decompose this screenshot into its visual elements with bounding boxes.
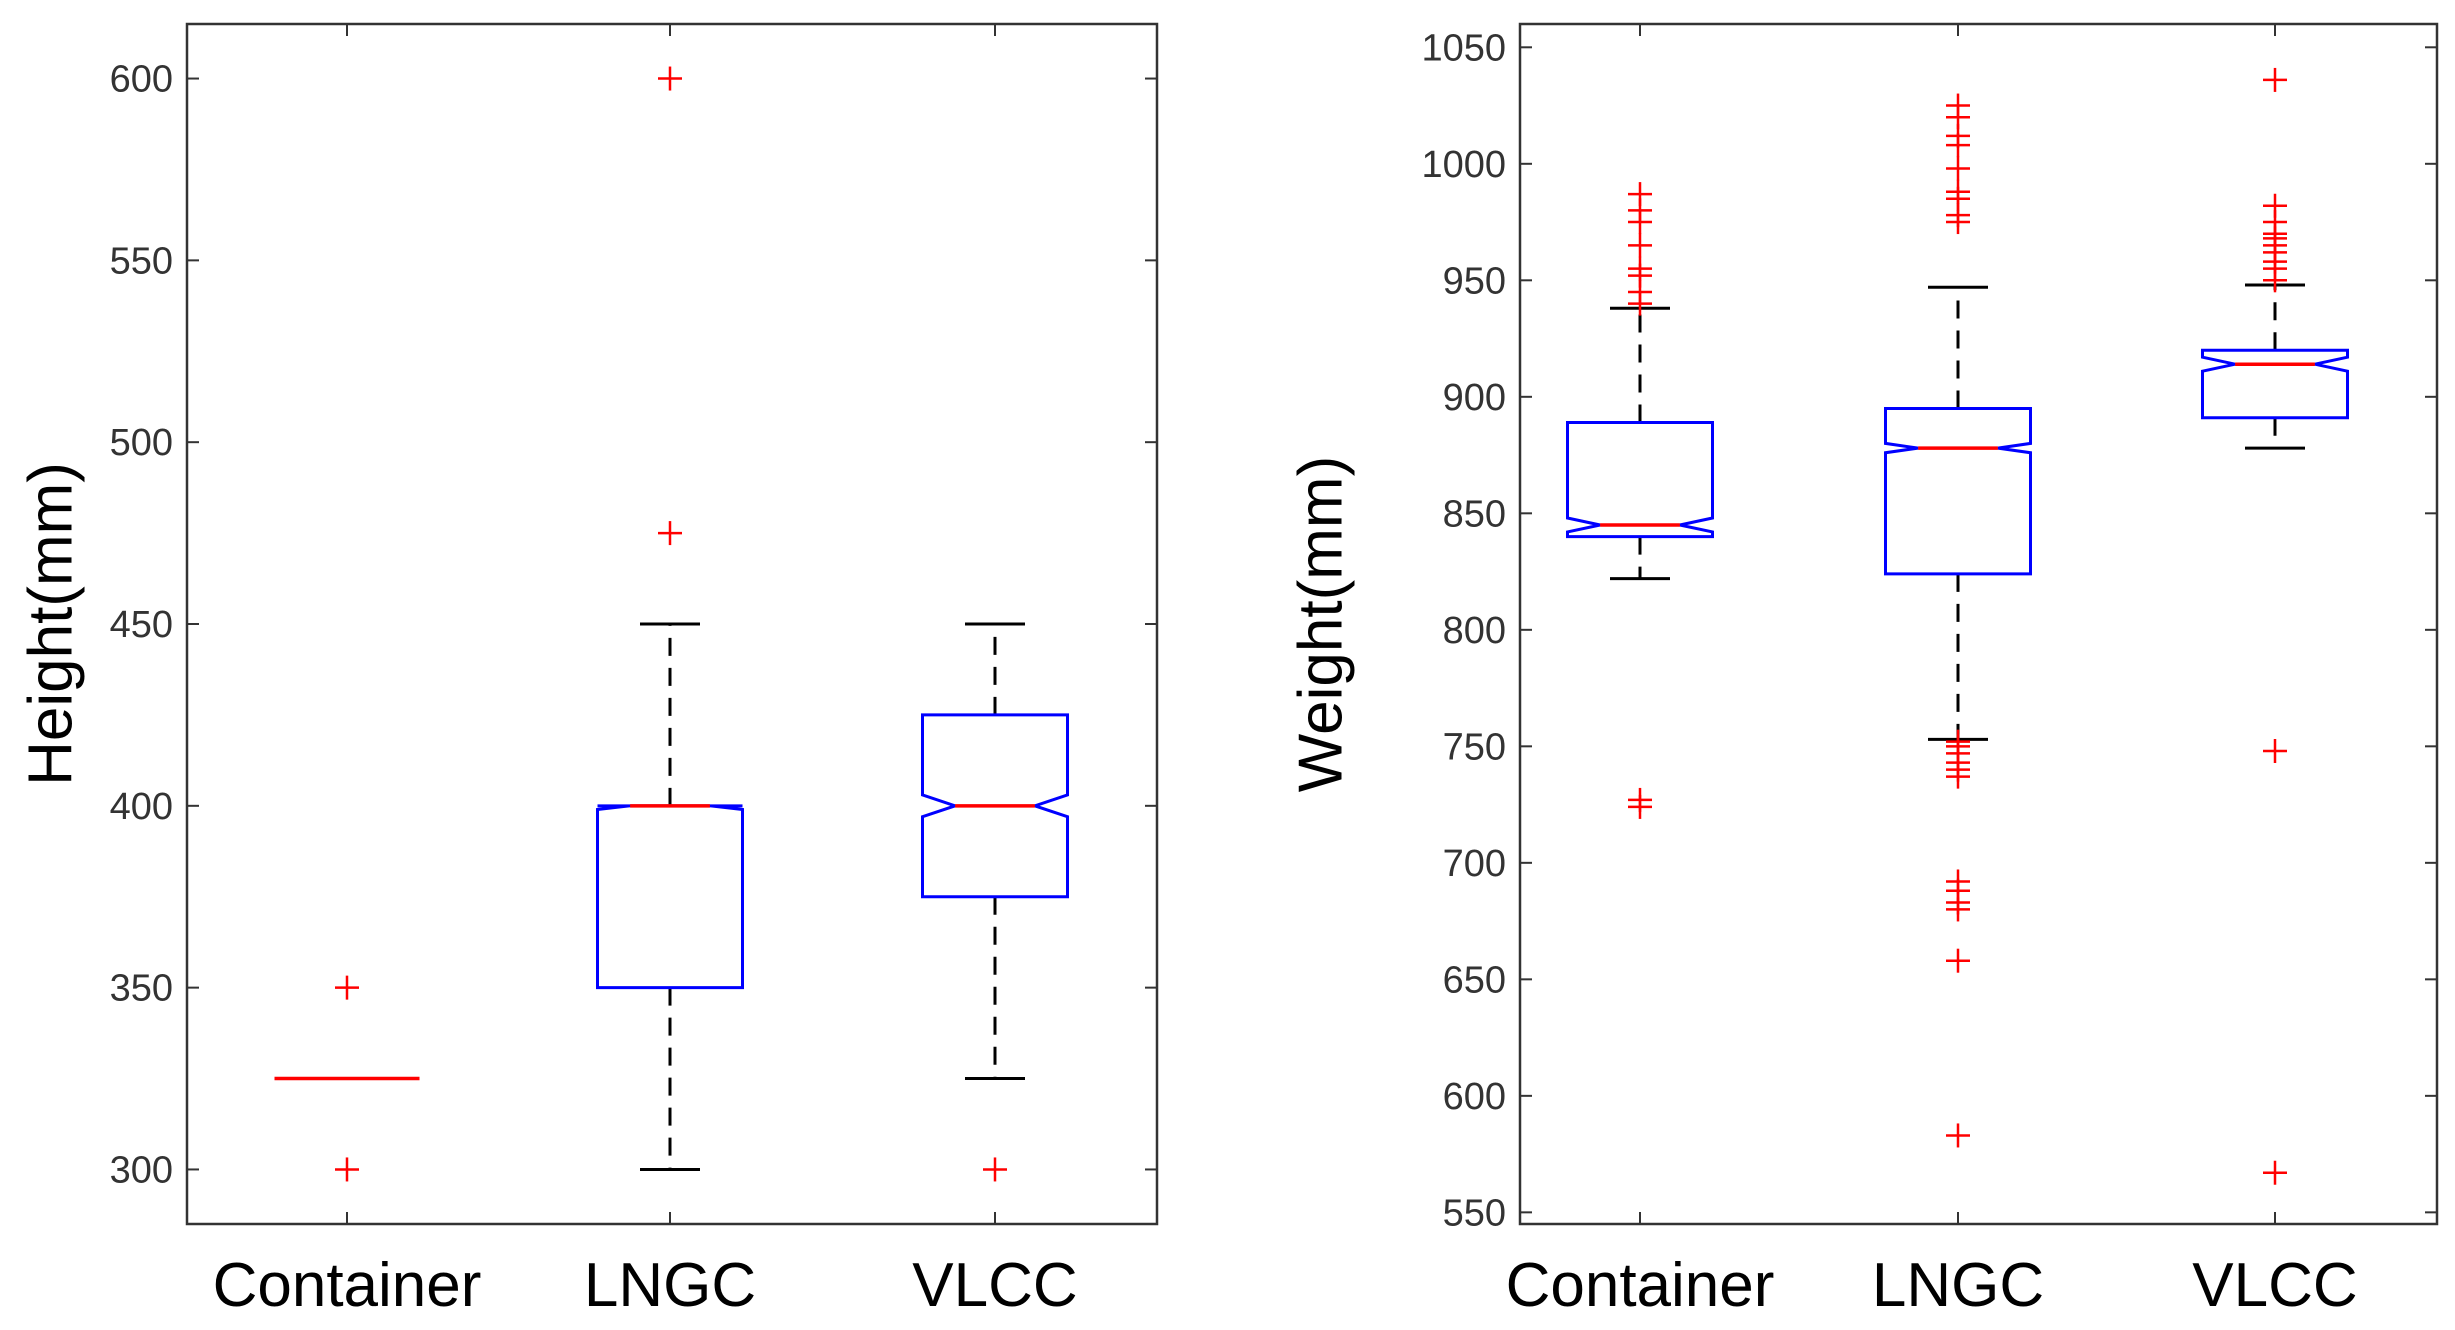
box	[2201, 348, 2349, 420]
outlier-marker	[983, 1157, 1007, 1182]
outlier-marker	[2263, 1160, 2287, 1185]
y-tick-label: 950	[1443, 260, 1506, 302]
y-tick-label: 550	[110, 240, 173, 282]
category-label: Container	[1506, 1251, 1775, 1320]
y-tick-label: 900	[1443, 377, 1506, 419]
outlier-marker	[658, 521, 682, 546]
category-label: Container	[213, 1251, 482, 1320]
box	[1566, 420, 1714, 539]
y-tick-label: 650	[1443, 959, 1506, 1001]
y-tick-label: 600	[110, 59, 173, 101]
outlier-marker	[1946, 210, 1970, 235]
y-tick-label: 500	[110, 422, 173, 464]
outlier-marker	[1946, 948, 1970, 973]
y-tick-label: 550	[1443, 1192, 1506, 1234]
category-label: LNGC	[584, 1251, 756, 1320]
category-label: VLCC	[912, 1251, 1077, 1320]
outlier-marker	[1628, 233, 1652, 258]
y-tick-label: 700	[1443, 843, 1506, 885]
y-tick-label: 450	[110, 604, 173, 646]
y-tick-label: 1050	[1421, 27, 1506, 69]
y-tick-label: 600	[1443, 1076, 1506, 1118]
outlier-marker	[335, 1157, 359, 1182]
category-label: VLCC	[2192, 1251, 2357, 1320]
outlier-marker	[1946, 897, 1970, 922]
outlier-marker	[2263, 268, 2287, 293]
outlier-marker	[1946, 133, 1970, 158]
category-label: LNGC	[1872, 1251, 2044, 1320]
y-tick-label: 1000	[1421, 144, 1506, 186]
plot-frame	[1518, 22, 2439, 1226]
y-tick-label: 850	[1443, 493, 1506, 535]
outlier-marker	[1946, 156, 1970, 181]
outlier-marker	[1628, 291, 1652, 316]
outlier-marker	[2263, 67, 2287, 92]
height-boxplot-panel: 300 350 400 450 500 550 600 Height(mm) Container…	[17, 22, 1159, 1320]
y-tick-label: 400	[110, 786, 173, 828]
outlier-marker	[1946, 764, 1970, 789]
weight-boxplot-panel: 550 600 650 700 750 800 850 900 950 1000 1050 Weigh…	[1287, 22, 2439, 1320]
outlier-marker	[2263, 738, 2287, 763]
box	[1884, 406, 2032, 576]
outlier-marker	[1628, 210, 1652, 235]
outlier-marker	[1628, 794, 1652, 819]
y-tick-label: 300	[110, 1149, 173, 1191]
box	[596, 804, 744, 990]
outlier-marker	[1946, 1123, 1970, 1148]
box	[921, 713, 1069, 899]
y-tick-label: 800	[1443, 610, 1506, 652]
y-tick-label: 750	[1443, 726, 1506, 768]
y-tick-label: 350	[110, 968, 173, 1010]
y-axis-label: Weight(mm)	[1287, 456, 1356, 792]
outlier-marker	[658, 66, 682, 91]
y-axis-label: Height(mm)	[17, 462, 86, 786]
outlier-marker	[335, 975, 359, 1000]
